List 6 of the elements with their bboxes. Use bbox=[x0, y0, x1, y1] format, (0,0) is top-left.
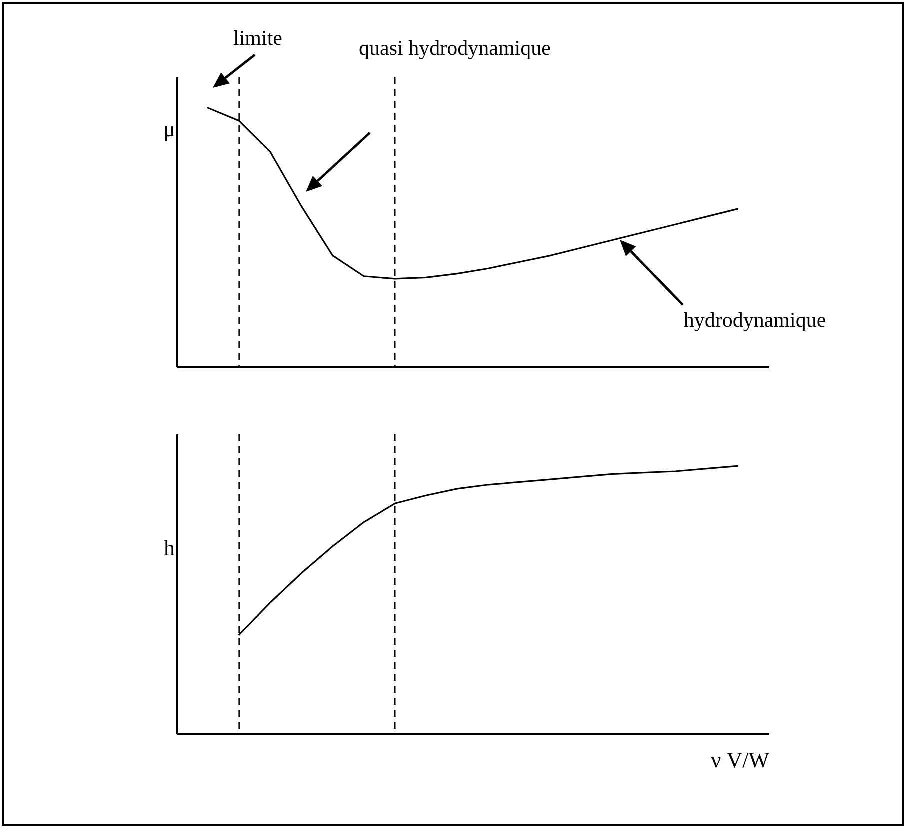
text: limite bbox=[234, 26, 282, 50]
x-axis-title: ν V/W bbox=[711, 748, 770, 772]
y-axis-title: μ bbox=[164, 116, 176, 142]
y-axis-title: h bbox=[164, 536, 175, 560]
annotation: hydrodynamique bbox=[684, 308, 826, 332]
text: quasi hydrodynamique bbox=[359, 36, 551, 60]
